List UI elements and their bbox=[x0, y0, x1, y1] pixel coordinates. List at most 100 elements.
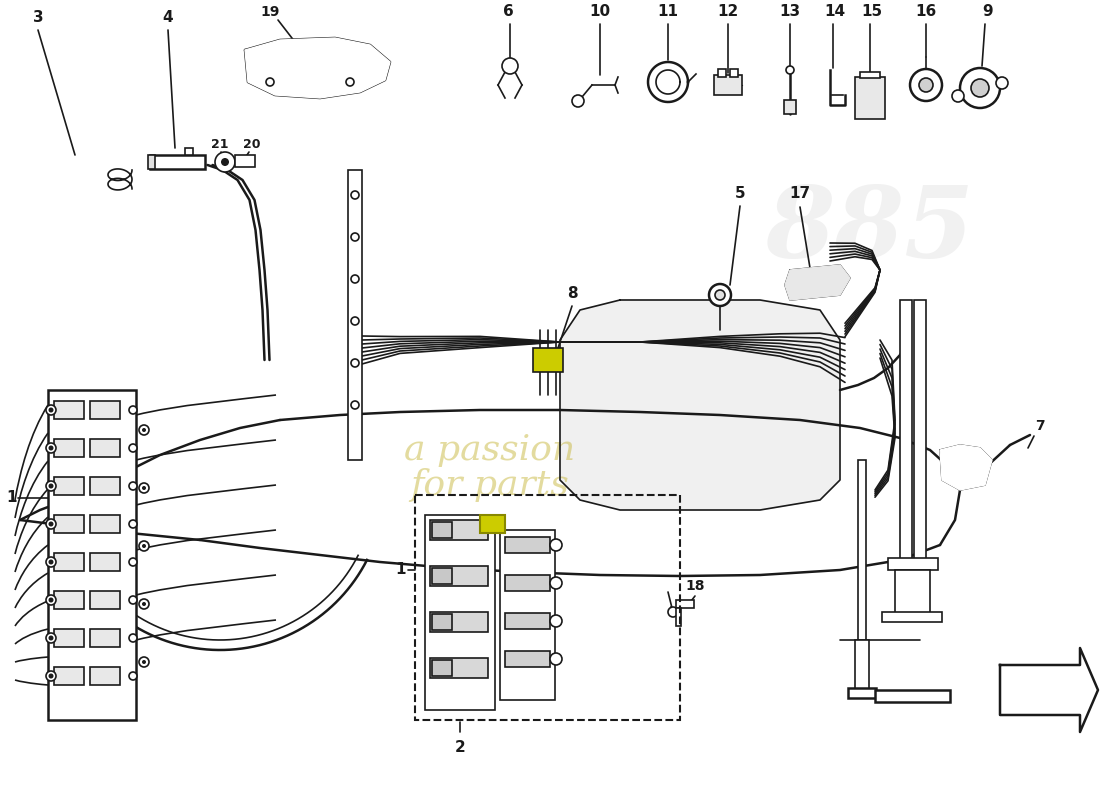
Bar bbox=[480, 515, 505, 533]
Circle shape bbox=[960, 68, 1000, 108]
Bar bbox=[148, 155, 155, 169]
Circle shape bbox=[142, 486, 146, 490]
Circle shape bbox=[46, 405, 56, 415]
Circle shape bbox=[142, 660, 146, 664]
Text: 3: 3 bbox=[33, 10, 43, 25]
Circle shape bbox=[952, 90, 964, 102]
Circle shape bbox=[48, 635, 54, 641]
Text: 1: 1 bbox=[7, 490, 18, 506]
Text: 21: 21 bbox=[211, 138, 229, 151]
Bar bbox=[505, 651, 550, 667]
Polygon shape bbox=[1000, 648, 1098, 732]
Circle shape bbox=[351, 401, 359, 409]
Circle shape bbox=[46, 519, 56, 529]
Bar bbox=[90, 515, 120, 533]
Bar bbox=[858, 460, 866, 640]
Polygon shape bbox=[245, 38, 390, 98]
Bar bbox=[505, 575, 550, 591]
Polygon shape bbox=[785, 265, 850, 300]
Circle shape bbox=[48, 407, 54, 413]
Text: 18: 18 bbox=[685, 579, 705, 593]
Circle shape bbox=[139, 599, 148, 609]
Circle shape bbox=[351, 359, 359, 367]
Text: 19: 19 bbox=[261, 5, 279, 19]
Bar bbox=[718, 69, 726, 77]
Circle shape bbox=[46, 557, 56, 567]
Text: 4: 4 bbox=[163, 10, 174, 25]
Bar bbox=[500, 530, 556, 700]
Text: 16: 16 bbox=[915, 4, 936, 19]
Circle shape bbox=[48, 522, 54, 526]
Circle shape bbox=[142, 544, 146, 548]
Text: 17: 17 bbox=[790, 186, 811, 201]
Bar bbox=[784, 100, 796, 114]
Bar bbox=[54, 477, 84, 495]
Bar bbox=[430, 612, 488, 632]
Bar bbox=[54, 591, 84, 609]
Circle shape bbox=[48, 598, 54, 602]
Bar bbox=[415, 495, 680, 720]
Bar bbox=[430, 658, 488, 678]
Text: 2: 2 bbox=[454, 740, 465, 755]
Bar bbox=[54, 629, 84, 647]
Circle shape bbox=[910, 69, 942, 101]
Text: 8: 8 bbox=[566, 286, 578, 301]
Circle shape bbox=[129, 672, 138, 680]
Bar bbox=[874, 690, 950, 702]
Text: 5: 5 bbox=[735, 186, 746, 201]
Circle shape bbox=[668, 607, 678, 617]
Bar bbox=[676, 600, 694, 608]
Circle shape bbox=[46, 633, 56, 643]
Bar bbox=[505, 537, 550, 553]
Circle shape bbox=[129, 596, 138, 604]
Circle shape bbox=[996, 77, 1008, 89]
Circle shape bbox=[971, 79, 989, 97]
Circle shape bbox=[142, 428, 146, 432]
Bar bbox=[54, 553, 84, 571]
Bar bbox=[90, 667, 120, 685]
Circle shape bbox=[710, 284, 732, 306]
Bar bbox=[430, 520, 488, 540]
Polygon shape bbox=[560, 300, 840, 510]
Circle shape bbox=[129, 520, 138, 528]
Bar bbox=[534, 348, 563, 372]
Bar bbox=[900, 300, 912, 560]
Bar bbox=[430, 566, 488, 586]
Circle shape bbox=[129, 634, 138, 642]
Circle shape bbox=[48, 674, 54, 678]
Text: a passion: a passion bbox=[405, 433, 575, 467]
Bar bbox=[882, 612, 942, 622]
Circle shape bbox=[214, 152, 235, 172]
Circle shape bbox=[550, 653, 562, 665]
Circle shape bbox=[139, 541, 148, 551]
Circle shape bbox=[572, 95, 584, 107]
Bar bbox=[714, 75, 742, 95]
Bar bbox=[348, 170, 362, 460]
Bar bbox=[150, 155, 205, 169]
Bar bbox=[48, 390, 136, 720]
Bar bbox=[90, 591, 120, 609]
Text: 1: 1 bbox=[396, 562, 406, 578]
Circle shape bbox=[129, 558, 138, 566]
Circle shape bbox=[550, 539, 562, 551]
Bar bbox=[730, 69, 738, 77]
Bar bbox=[855, 77, 886, 119]
Text: 11: 11 bbox=[658, 4, 679, 19]
Text: 7: 7 bbox=[1035, 419, 1045, 433]
Bar bbox=[90, 629, 120, 647]
Circle shape bbox=[221, 158, 229, 166]
Text: for parts: for parts bbox=[410, 468, 570, 502]
Polygon shape bbox=[940, 445, 992, 490]
Bar bbox=[432, 614, 452, 630]
Circle shape bbox=[918, 78, 933, 92]
Bar bbox=[676, 608, 681, 626]
Text: +: + bbox=[667, 606, 673, 614]
Bar bbox=[432, 660, 452, 676]
Bar bbox=[425, 515, 495, 710]
Bar bbox=[90, 477, 120, 495]
Bar bbox=[432, 522, 452, 538]
Bar bbox=[895, 570, 930, 615]
Text: 10: 10 bbox=[590, 4, 610, 19]
Circle shape bbox=[129, 406, 138, 414]
Bar bbox=[54, 439, 84, 457]
